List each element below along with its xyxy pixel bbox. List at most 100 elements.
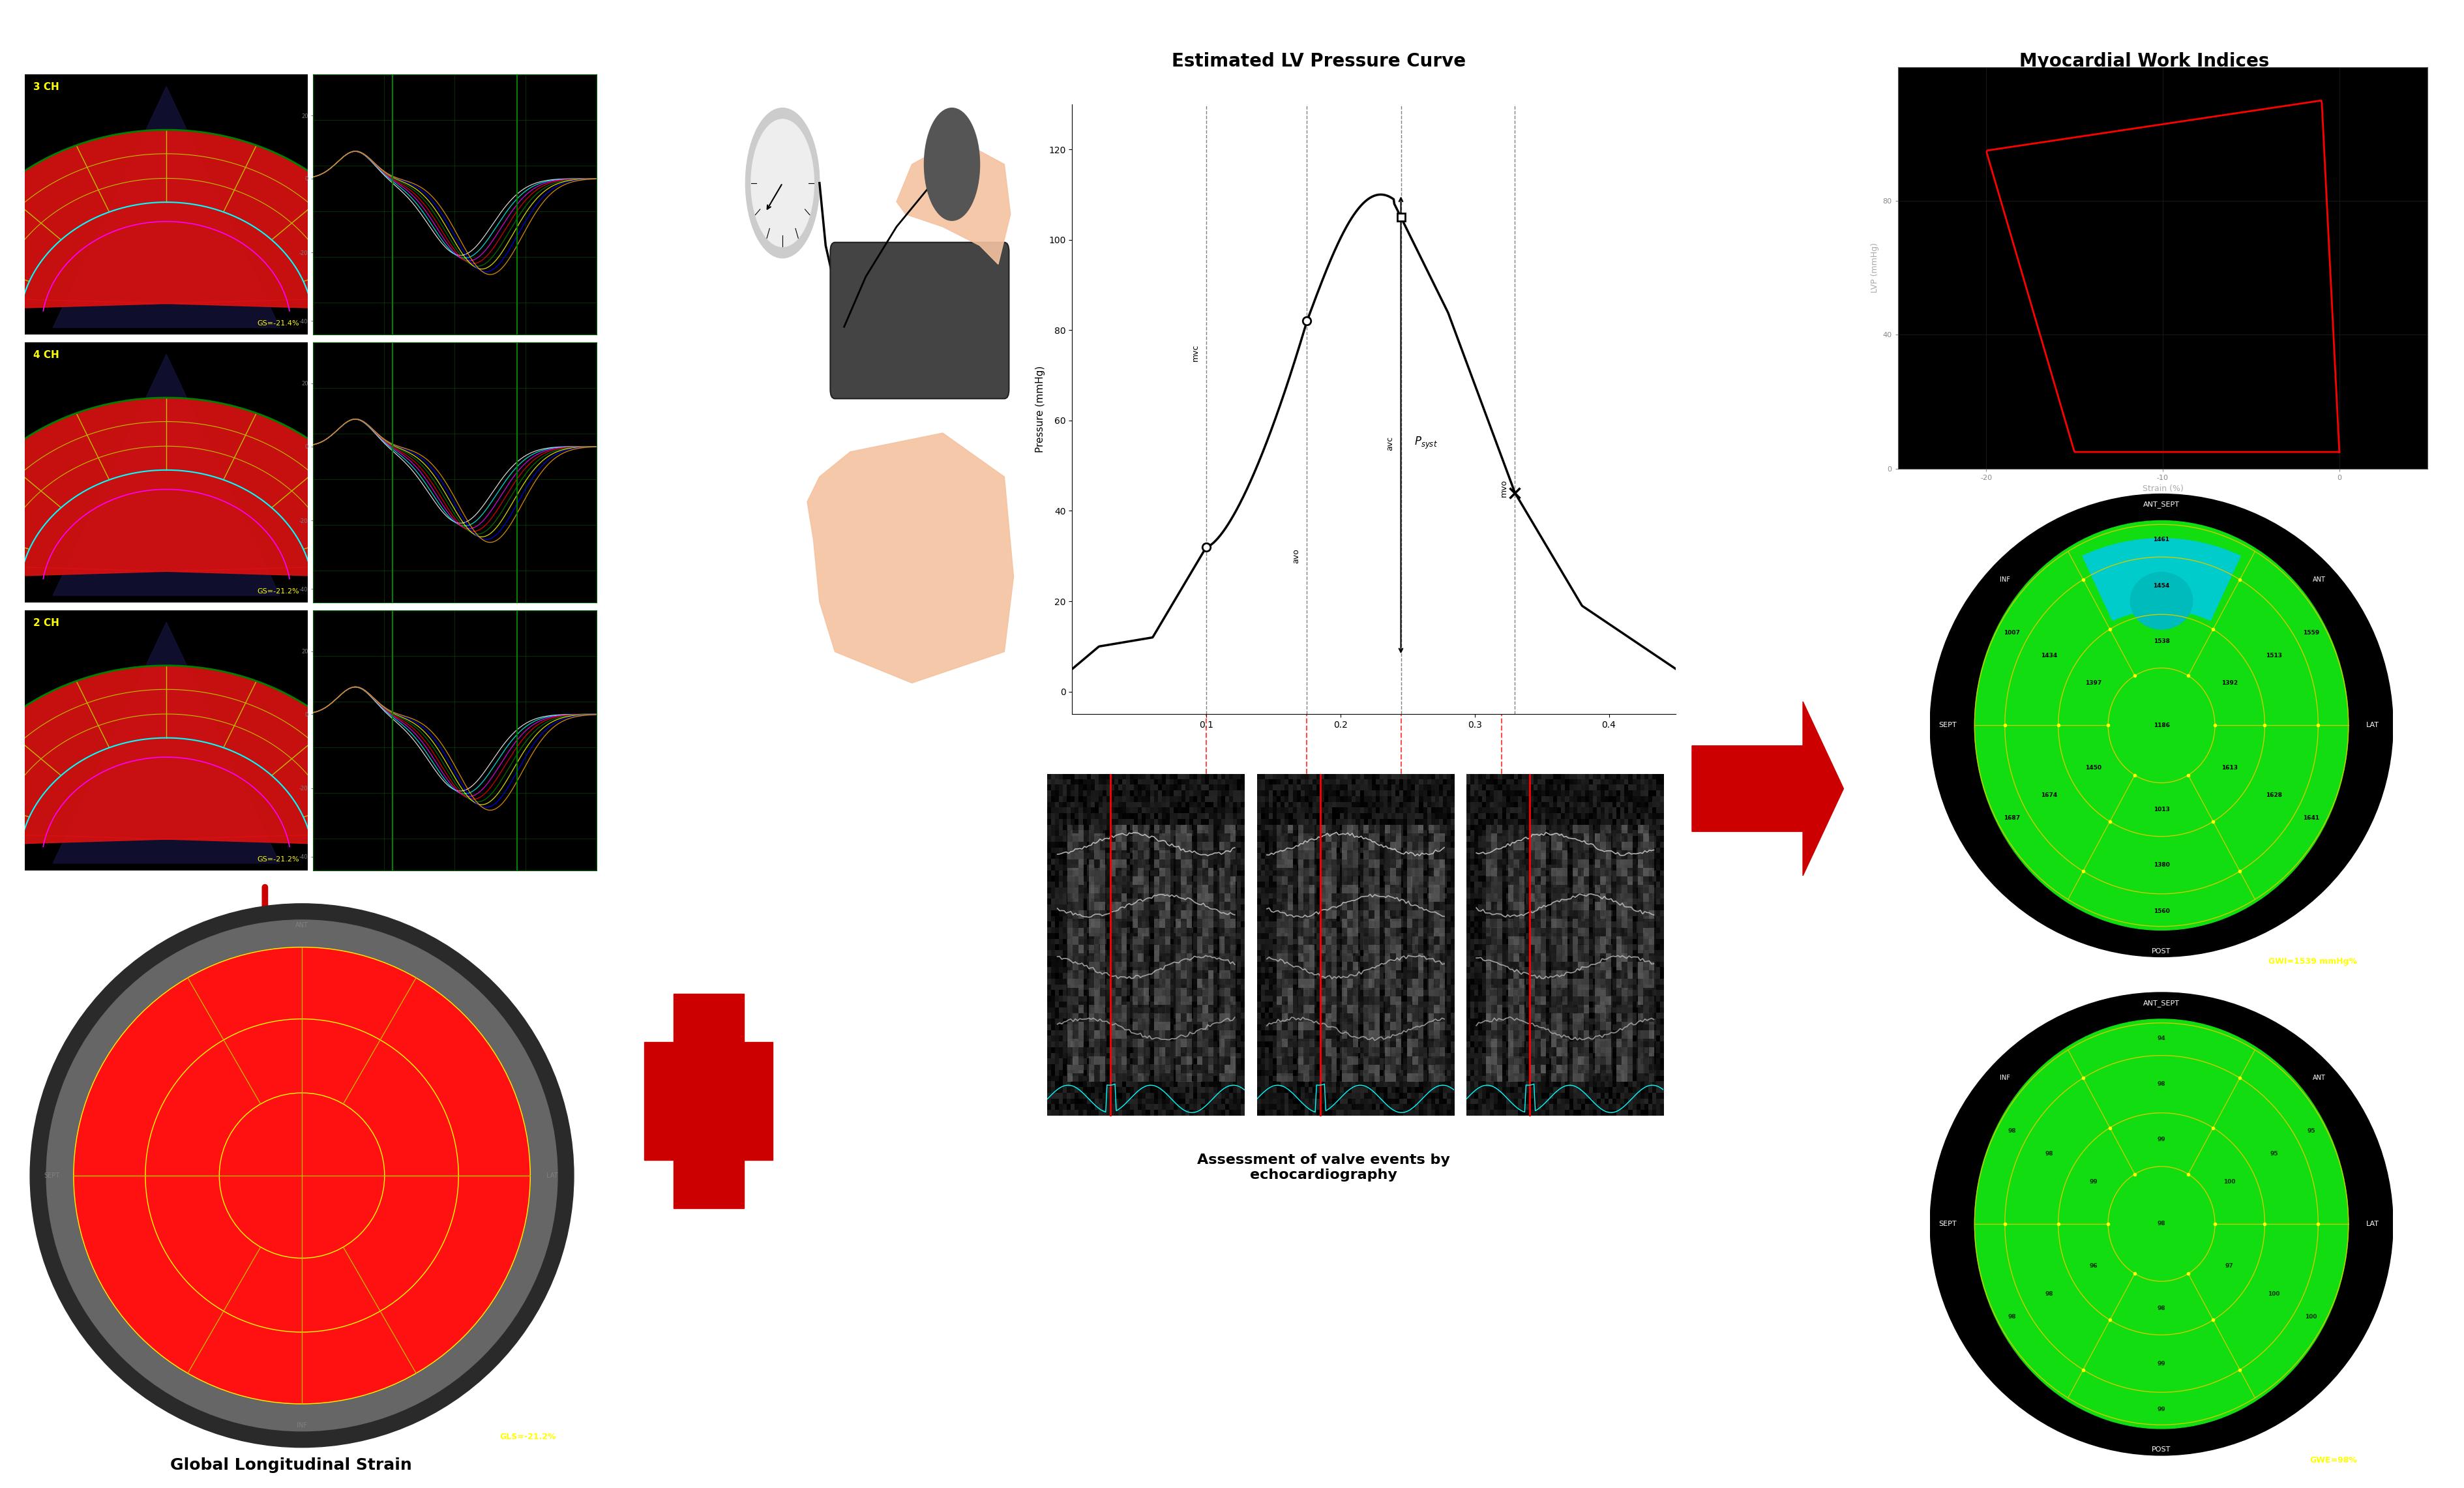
Text: 1559: 1559: [2301, 629, 2319, 635]
Text: ANT: ANT: [296, 923, 308, 929]
Polygon shape: [54, 86, 281, 327]
Circle shape: [924, 109, 978, 220]
Text: 1450: 1450: [2085, 765, 2102, 771]
Circle shape: [744, 109, 818, 257]
Text: 98: 98: [2156, 1222, 2166, 1226]
Text: MVC: MVC: [1195, 783, 1217, 792]
Text: ANT: ANT: [2311, 1074, 2326, 1082]
Text: 99: 99: [2156, 1406, 2166, 1412]
Polygon shape: [806, 433, 1013, 683]
Text: Assessment of valve events by
echocardiography: Assessment of valve events by echocardio…: [1198, 1153, 1449, 1181]
Text: avo: avo: [1291, 549, 1301, 564]
Text: GS=-21.2%: GS=-21.2%: [256, 856, 301, 863]
Text: ANT_SEPT: ANT_SEPT: [2144, 1000, 2178, 1007]
Text: 1513: 1513: [2264, 653, 2282, 659]
Text: GWI=1539 mmHg%: GWI=1539 mmHg%: [2267, 957, 2356, 966]
Text: LAT: LAT: [2365, 722, 2378, 729]
Text: SEPT: SEPT: [1939, 1220, 1956, 1228]
Text: GS=-21.2%: GS=-21.2%: [256, 588, 301, 595]
Text: 99: 99: [2156, 1360, 2166, 1366]
Text: GS=-21.4%: GS=-21.4%: [256, 320, 301, 327]
Text: ANT_SEPT: ANT_SEPT: [2144, 501, 2178, 509]
Polygon shape: [897, 140, 1010, 265]
Text: $P_{syst}$: $P_{syst}$: [1414, 436, 1437, 451]
Text: 1641: 1641: [2301, 815, 2319, 821]
Text: 1007: 1007: [2003, 629, 2020, 635]
Text: mvo: mvo: [1501, 479, 1508, 497]
Text: 98: 98: [2156, 1082, 2166, 1088]
Text: 3 CH: 3 CH: [32, 82, 59, 92]
Text: GLS=-21.2%: GLS=-21.2%: [500, 1433, 557, 1442]
Ellipse shape: [47, 920, 557, 1431]
Text: 97: 97: [2225, 1263, 2232, 1269]
Ellipse shape: [2129, 573, 2193, 629]
Text: 98: 98: [2045, 1290, 2053, 1296]
Text: 95: 95: [2269, 1152, 2277, 1158]
Ellipse shape: [1929, 992, 2393, 1455]
Text: 1687: 1687: [2003, 815, 2020, 821]
Wedge shape: [2082, 539, 2240, 620]
X-axis label: Strain (%): Strain (%): [2141, 485, 2183, 493]
Text: 1560: 1560: [2154, 908, 2168, 914]
Text: 96: 96: [2089, 1263, 2097, 1269]
Ellipse shape: [1974, 1019, 2348, 1428]
Text: POST: POST: [2151, 1446, 2171, 1452]
Text: LAT: LAT: [547, 1173, 557, 1178]
Text: INF: INF: [1998, 576, 2011, 583]
Polygon shape: [0, 129, 397, 308]
Text: Myocardial Work Indices: Myocardial Work Indices: [2018, 52, 2269, 70]
Text: 1392: 1392: [2220, 680, 2237, 686]
Polygon shape: [0, 397, 397, 576]
Text: 1434: 1434: [2040, 653, 2057, 659]
Text: INF: INF: [1998, 1074, 2011, 1082]
Ellipse shape: [1974, 521, 2348, 930]
Text: 95: 95: [2306, 1128, 2314, 1134]
Text: 1461: 1461: [2154, 537, 2168, 543]
Text: 99: 99: [2156, 1137, 2166, 1143]
Bar: [673, 994, 744, 1208]
Text: INF: INF: [296, 1423, 308, 1428]
Text: 1013: 1013: [2154, 806, 2168, 812]
FancyBboxPatch shape: [830, 243, 1008, 399]
Text: ANT: ANT: [2311, 576, 2326, 583]
Text: AVC: AVC: [1390, 783, 1409, 792]
Bar: [646, 1042, 774, 1161]
Text: SEPT: SEPT: [44, 1173, 59, 1178]
Circle shape: [752, 119, 813, 247]
Text: Global Longitudinal Strain: Global Longitudinal Strain: [170, 1457, 411, 1473]
Text: 1538: 1538: [2154, 638, 2168, 644]
Text: 2 CH: 2 CH: [32, 618, 59, 628]
Ellipse shape: [74, 948, 530, 1403]
Text: 100: 100: [2304, 1314, 2316, 1320]
Text: 98: 98: [2008, 1314, 2016, 1320]
Ellipse shape: [30, 903, 574, 1448]
Text: 98: 98: [2008, 1128, 2016, 1134]
Polygon shape: [54, 354, 281, 595]
Text: POST: POST: [2151, 948, 2171, 954]
Text: 1397: 1397: [2085, 680, 2102, 686]
Text: LAT: LAT: [2365, 1220, 2378, 1228]
Text: MVO: MVO: [1488, 783, 1513, 792]
Text: 1674: 1674: [2040, 792, 2057, 798]
Text: 1380: 1380: [2154, 862, 2168, 868]
Text: 1613: 1613: [2220, 765, 2237, 771]
Text: 98: 98: [2045, 1152, 2053, 1158]
Ellipse shape: [1929, 494, 2393, 957]
Text: SEPT: SEPT: [1939, 722, 1956, 729]
Text: 1454: 1454: [2154, 583, 2168, 589]
FancyArrow shape: [1690, 701, 1843, 875]
Text: 99: 99: [2089, 1178, 2097, 1184]
Polygon shape: [0, 665, 397, 844]
Text: AVO: AVO: [1296, 783, 1318, 792]
Text: 100: 100: [2223, 1178, 2235, 1184]
Text: 1628: 1628: [2264, 792, 2282, 798]
Text: 94: 94: [2156, 1036, 2166, 1042]
Text: 98: 98: [2156, 1305, 2166, 1311]
Y-axis label: LVP (mmHg): LVP (mmHg): [1870, 243, 1878, 293]
Text: Estimated LV Pressure Curve: Estimated LV Pressure Curve: [1170, 52, 1466, 70]
Text: avc: avc: [1385, 436, 1395, 451]
Text: 100: 100: [2267, 1290, 2279, 1296]
Text: GWE=98%: GWE=98%: [2309, 1455, 2356, 1464]
Polygon shape: [54, 622, 281, 863]
Y-axis label: Pressure (mmHg): Pressure (mmHg): [1035, 366, 1045, 452]
